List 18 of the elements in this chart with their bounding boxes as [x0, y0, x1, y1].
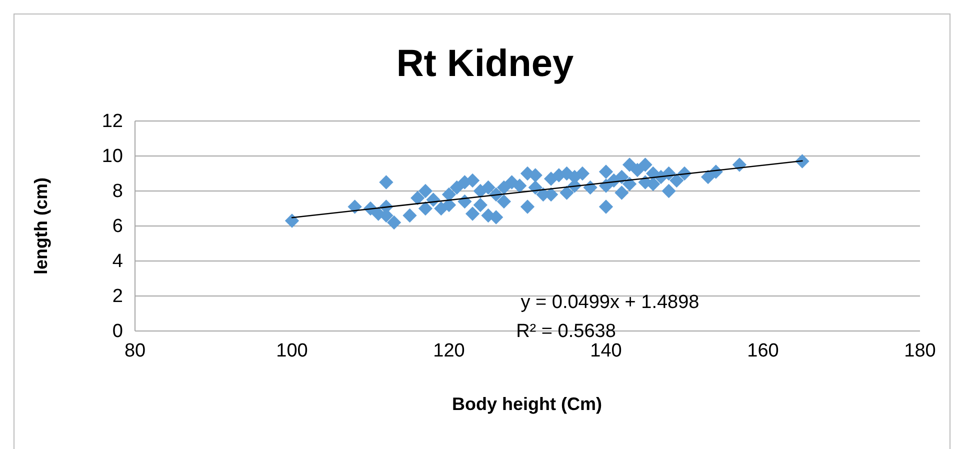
annotation: R² = 0.5638 — [516, 321, 616, 342]
x-tick-label: 140 — [590, 340, 622, 362]
y-tick-label: 6 — [112, 216, 123, 238]
y-tick-label: 8 — [112, 181, 123, 202]
y-tick-label: 10 — [102, 146, 123, 168]
x-tick-label: 120 — [433, 340, 465, 362]
chart-title: Rt Kidney — [396, 43, 574, 85]
y-axis-title: length (cm) — [31, 178, 51, 274]
x-tick-label: 100 — [276, 340, 308, 362]
x-tick-label: 80 — [124, 340, 146, 362]
y-tick-label: 12 — [102, 111, 123, 132]
annotation: y = 0.0499x + 1.4898 — [520, 292, 700, 313]
x-axis-title: Body height (Cm) — [452, 394, 602, 414]
x-tick-label: 180 — [904, 340, 936, 362]
y-tick-label: 4 — [112, 251, 124, 272]
y-tick-label: 2 — [112, 286, 123, 308]
x-tick-label: 160 — [747, 340, 779, 362]
y-tick-label: 0 — [112, 321, 123, 342]
